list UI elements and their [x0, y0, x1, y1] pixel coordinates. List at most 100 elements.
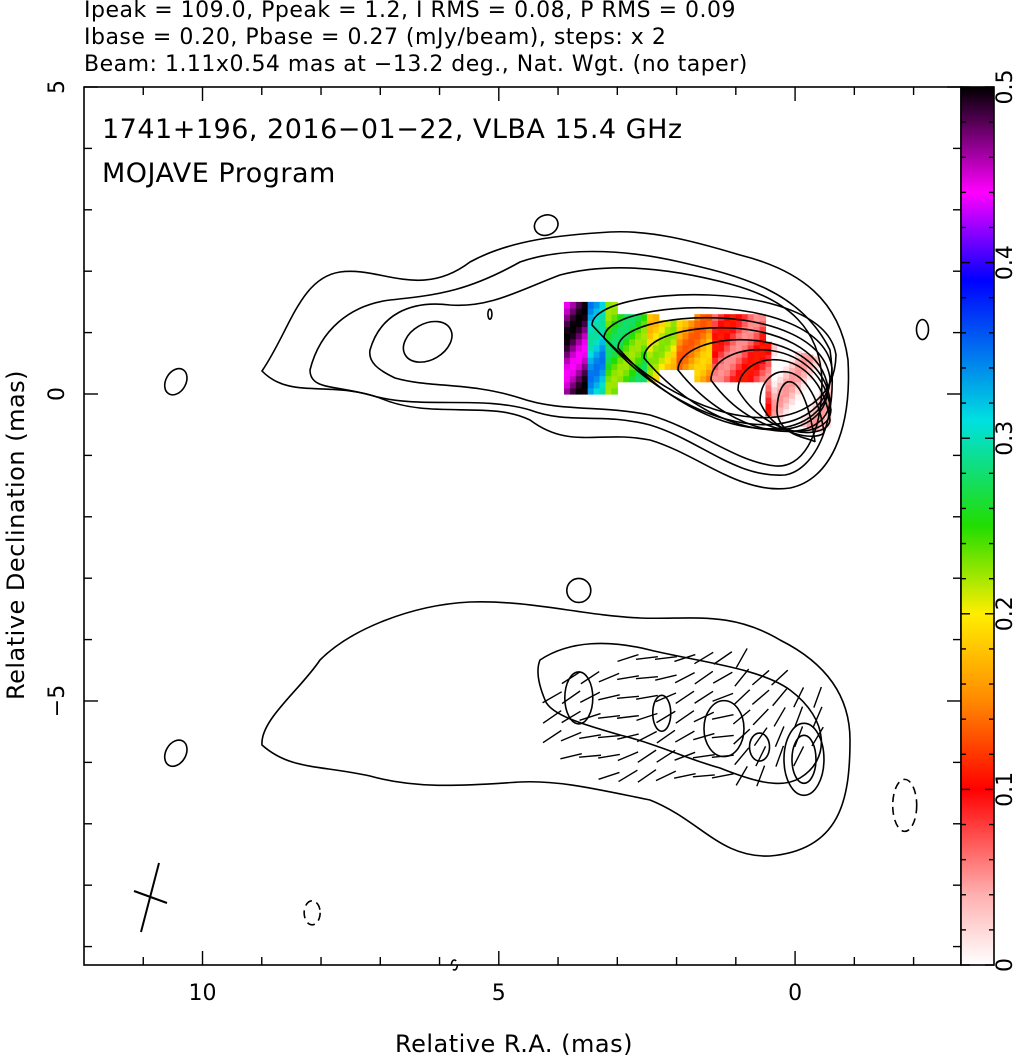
evpa-tick — [775, 745, 785, 767]
pol-pixel — [569, 363, 577, 371]
evpa-tick — [693, 732, 715, 741]
pol-pixel — [765, 384, 772, 392]
pol-pixel — [617, 357, 624, 364]
evpa-tick — [617, 675, 639, 681]
contour-line — [651, 694, 672, 733]
x-tick-label: 10 — [189, 981, 217, 1006]
pol-pixel — [646, 369, 654, 377]
pol-pixel — [747, 344, 755, 352]
pol-pixel — [670, 320, 678, 328]
pol-pixel — [635, 320, 642, 328]
pol-pixel — [569, 369, 577, 377]
contour-line — [487, 308, 493, 320]
evpa-tick — [711, 773, 734, 779]
pol-pixel — [635, 369, 642, 377]
pol-pixel — [587, 308, 595, 315]
pol-pixel — [575, 387, 583, 395]
pol-pixel — [563, 363, 571, 371]
evpa-tick — [812, 706, 823, 728]
evpa-tick — [734, 668, 750, 687]
pol-pixel — [712, 332, 719, 340]
evpa-tick — [598, 771, 620, 780]
pol-pixel — [658, 363, 666, 371]
pol-pixel — [646, 338, 654, 346]
pol-pixel — [652, 314, 660, 321]
pol-pixel — [700, 357, 707, 364]
evpa-tick — [542, 710, 562, 724]
pol-pixel — [652, 320, 660, 328]
evpa-tick — [694, 670, 714, 685]
evpa-tick — [655, 770, 677, 782]
pol-pixel — [801, 358, 808, 366]
pol-pixel — [735, 338, 743, 346]
pol-pixel — [729, 338, 737, 346]
pol-pixel — [688, 351, 695, 358]
pol-pixel — [801, 371, 808, 379]
pol-pixel — [676, 363, 684, 371]
evpa-tick — [756, 765, 766, 787]
pol-pixel — [723, 344, 731, 352]
pol-pixel — [664, 338, 672, 346]
pol-pixel — [801, 352, 808, 360]
pol-pixel — [629, 314, 636, 321]
pol-pixel — [611, 326, 618, 334]
pol-pixel — [611, 369, 618, 377]
evpa-tick — [734, 747, 750, 766]
pol-pixel — [765, 360, 772, 367]
pol-pixel — [735, 326, 743, 334]
pol-pixel — [783, 371, 790, 379]
pol-pixel — [635, 363, 642, 371]
pol-pixel — [783, 365, 790, 373]
pol-pixel — [777, 376, 784, 383]
pol-pixel — [629, 320, 636, 328]
pol-pixel — [563, 314, 571, 321]
pol-pixel — [712, 326, 719, 334]
evpa-tick — [579, 712, 601, 721]
evpa-tick — [711, 754, 734, 759]
pol-pixel — [658, 332, 666, 340]
pol-pixel — [777, 345, 784, 353]
pol-pixel — [611, 387, 618, 395]
pol-pixel — [700, 375, 707, 383]
pol-pixel — [694, 332, 701, 340]
evpa-tick — [542, 729, 562, 744]
pol-pixel — [581, 326, 589, 334]
evpa-tick — [692, 753, 715, 759]
pol-pixel — [735, 344, 743, 352]
beam-cross-marker — [133, 862, 168, 933]
evpa-tick — [733, 728, 751, 745]
pol-pixel — [563, 351, 571, 358]
pol-pixel — [635, 332, 642, 340]
contour-line — [617, 316, 831, 430]
pol-pixel — [587, 301, 595, 309]
pol-pixel — [617, 320, 624, 328]
pol-pixel — [575, 326, 583, 334]
pol-pixel — [718, 375, 725, 383]
pol-pixel — [789, 398, 796, 406]
pol-pixel — [646, 326, 654, 334]
pol-pixel — [641, 375, 648, 383]
pol-pixel — [741, 332, 749, 340]
pol-pixel — [818, 407, 826, 415]
pol-pixel — [587, 387, 595, 395]
pol-pixel — [735, 375, 743, 383]
y-tick-label: 0 — [45, 387, 70, 401]
evpa-tick — [752, 708, 769, 726]
pol-pixel — [611, 363, 618, 371]
pol-pixel — [569, 344, 577, 352]
pol-pixel — [806, 366, 814, 374]
pol-pixel — [581, 338, 589, 346]
pol-pixel — [664, 320, 672, 328]
pol-pixel — [741, 320, 749, 328]
pol-pixel — [635, 338, 642, 346]
pol-pixel — [806, 397, 814, 405]
pol-pixel — [605, 375, 612, 383]
evpa-tick — [712, 692, 734, 702]
pol-pixel — [700, 338, 707, 346]
pol-pixel — [771, 380, 778, 388]
pol-pixel — [812, 417, 820, 425]
pol-pixel — [712, 357, 719, 364]
pol-pixel — [723, 326, 731, 334]
contour-line — [677, 338, 831, 433]
pol-pixel — [563, 301, 571, 309]
